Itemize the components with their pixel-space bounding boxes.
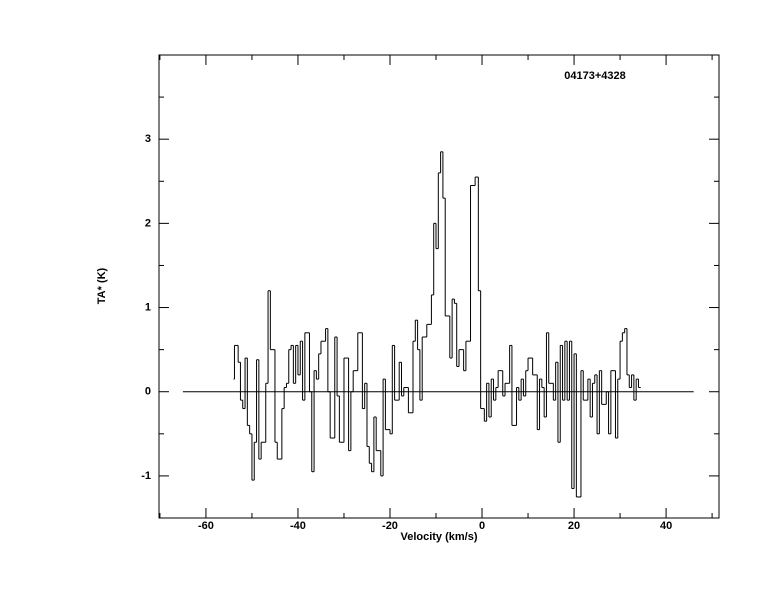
plot-frame: [158, 54, 720, 519]
step-risers: [233, 151, 639, 497]
x-axis-label: Velocity (km/s): [400, 531, 477, 543]
x-tick-label: 20: [568, 520, 580, 532]
y-tick-label: 1: [145, 301, 151, 313]
y-tick-label: 0: [145, 386, 151, 398]
x-tick-label: -60: [198, 520, 214, 532]
x-tick-label: 0: [479, 520, 485, 532]
x-tick-label: -40: [290, 520, 306, 532]
y-tick-label: -1: [141, 470, 151, 482]
y-tick-label: 2: [145, 217, 151, 229]
y-tick-label: 3: [145, 133, 151, 145]
x-tick-label: -20: [382, 520, 398, 532]
x-tick-label: 40: [660, 520, 672, 532]
chart-title: 04173+4328: [564, 70, 625, 82]
y-axis-label: TA* (K): [96, 267, 108, 304]
